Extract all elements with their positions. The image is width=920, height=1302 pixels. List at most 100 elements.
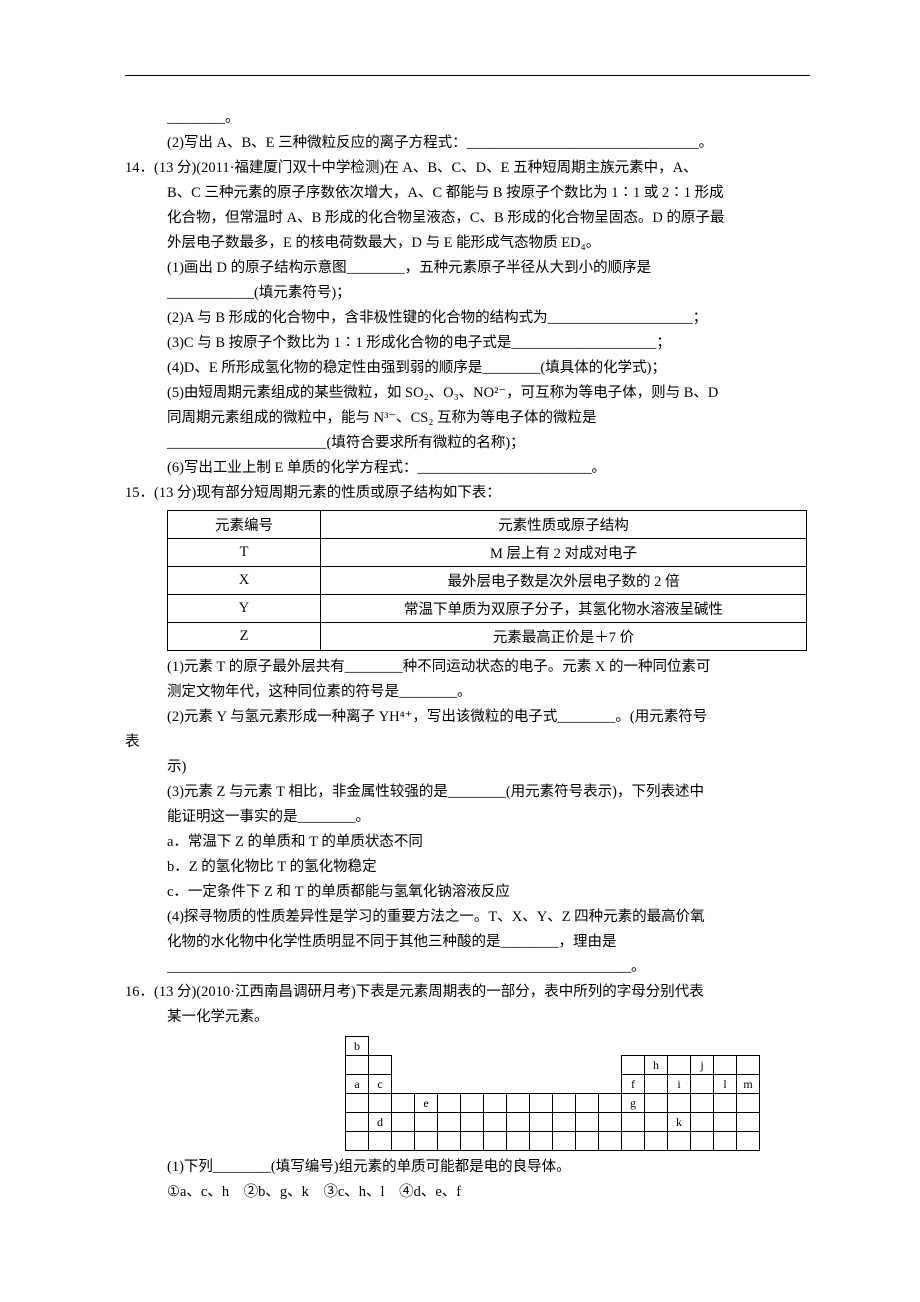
pt-cell: d xyxy=(369,1113,392,1132)
table-header: 元素性质或原子结构 xyxy=(321,511,807,539)
pt-cell: j xyxy=(691,1056,714,1075)
q14-p3: (3)C 与 B 按原子个数比为 1∶1 形成化合物的电子式是_________… xyxy=(125,331,810,356)
q15-p1b: 测定文物年代，这种同位素的符号是________。 xyxy=(125,680,810,705)
pt-cell xyxy=(714,1094,737,1113)
pt-cell xyxy=(576,1132,599,1151)
pt-cell xyxy=(553,1037,576,1056)
pt-cell xyxy=(645,1075,668,1094)
pt-cell: a xyxy=(346,1075,369,1094)
pt-cell xyxy=(507,1132,530,1151)
pt-cell xyxy=(392,1113,415,1132)
pt-cell xyxy=(507,1037,530,1056)
pt-cell xyxy=(599,1094,622,1113)
pt-cell xyxy=(714,1132,737,1151)
pt-cell: f xyxy=(622,1075,645,1094)
pt-cell xyxy=(484,1056,507,1075)
pt-cell xyxy=(415,1075,438,1094)
pt-cell xyxy=(622,1056,645,1075)
top-rule xyxy=(125,75,810,76)
pt-cell xyxy=(438,1037,461,1056)
q14-p5c: ______________________(填符合要求所有微粒的名称)； xyxy=(125,431,810,456)
q15-p3e: c．一定条件下 Z 和 T 的单质都能与氢氧化钠溶液反应 xyxy=(125,880,810,905)
pt-cell xyxy=(737,1132,760,1151)
pt-cell xyxy=(668,1132,691,1151)
pt-cell xyxy=(415,1113,438,1132)
pt-cell xyxy=(691,1113,714,1132)
table-cell: 元素最高正价是＋7 价 xyxy=(321,623,807,651)
pt-row xyxy=(346,1132,760,1151)
pt-cell xyxy=(346,1094,369,1113)
pt-cell xyxy=(461,1094,484,1113)
table-row: X 最外层电子数是次外层电子数的 2 倍 xyxy=(168,567,807,595)
pt-cell xyxy=(599,1132,622,1151)
pt-row: dk xyxy=(346,1113,760,1132)
pt-cell: b xyxy=(346,1037,369,1056)
q15-p1a: (1)元素 T 的原子最外层共有________种不同运动状态的电子。元素 X … xyxy=(125,655,810,680)
table-cell: 最外层电子数是次外层电子数的 2 倍 xyxy=(321,567,807,595)
pt-cell xyxy=(484,1132,507,1151)
pt-cell xyxy=(668,1094,691,1113)
pt-cell xyxy=(530,1056,553,1075)
pt-cell xyxy=(369,1056,392,1075)
q15-p4b: 化物的水化物中化学性质明显不同于其他三种酸的是________，理由是 xyxy=(125,930,810,955)
q16-p1: (1)下列________(填写编号)组元素的单质可能都是电的良导体。 xyxy=(125,1155,810,1180)
pt-cell xyxy=(599,1075,622,1094)
pt-cell xyxy=(507,1094,530,1113)
pt-cell xyxy=(369,1037,392,1056)
pt-cell xyxy=(438,1094,461,1113)
q14-p6: (6)写出工业上制 E 单质的化学方程式：___________________… xyxy=(125,456,810,481)
pt-cell xyxy=(622,1037,645,1056)
q14-p2: (2)A 与 B 形成的化合物中，含非极性键的化合物的结构式为_________… xyxy=(125,306,810,331)
table-cell: X xyxy=(168,567,321,595)
table-row: Z 元素最高正价是＋7 价 xyxy=(168,623,807,651)
pt-cell xyxy=(691,1075,714,1094)
q14-p5b: 同周期元素组成的微粒中，能与 N³⁻、CS₂ 互称为等电子体的微粒是 xyxy=(125,406,810,431)
q15-p3d: b．Z 的氢化物比 T 的氢化物稳定 xyxy=(125,855,810,880)
table-cell: Z xyxy=(168,623,321,651)
pt-cell xyxy=(645,1094,668,1113)
pt-cell xyxy=(461,1056,484,1075)
pt-cell: e xyxy=(415,1094,438,1113)
pt-cell: m xyxy=(737,1075,760,1094)
pt-cell: g xyxy=(622,1094,645,1113)
q15-head: 15．(13 分)现有部分短周期元素的性质或原子结构如下表： xyxy=(125,481,810,506)
pt-cell xyxy=(645,1132,668,1151)
pt-cell: i xyxy=(668,1075,691,1094)
pt-cell xyxy=(438,1056,461,1075)
q15-p3a: (3)元素 Z 与元素 T 相比，非金属性较强的是________(用元素符号表… xyxy=(125,780,810,805)
pt-cell xyxy=(415,1056,438,1075)
table-cell: 常温下单质为双原子分子，其氢化物水溶液呈碱性 xyxy=(321,595,807,623)
pt-cell xyxy=(530,1132,553,1151)
pt-cell xyxy=(507,1056,530,1075)
pt-cell xyxy=(576,1113,599,1132)
pt-cell xyxy=(346,1056,369,1075)
pt-cell xyxy=(599,1113,622,1132)
pt-cell xyxy=(668,1037,691,1056)
pt-cell xyxy=(461,1075,484,1094)
q16-head: 16．(13 分)(2010·江西南昌调研月考)下表是元素周期表的一部分，表中所… xyxy=(125,980,810,1005)
q14-p1a: (1)画出 D 的原子结构示意图________，五种元素原子半径从大到小的顺序… xyxy=(125,256,810,281)
pt-cell xyxy=(346,1132,369,1151)
pt-cell xyxy=(691,1094,714,1113)
pt-cell xyxy=(553,1056,576,1075)
pt-cell: k xyxy=(668,1113,691,1132)
pt-cell xyxy=(461,1113,484,1132)
pt-cell xyxy=(369,1132,392,1151)
table-row: T M 层上有 2 对成对电子 xyxy=(168,539,807,567)
q15-p4c: ________________________________________… xyxy=(125,955,810,980)
pt-cell xyxy=(392,1094,415,1113)
pt-cell xyxy=(507,1075,530,1094)
pt-cell xyxy=(576,1094,599,1113)
pt-cell xyxy=(484,1094,507,1113)
q14-p5a: (5)由短周期元素组成的某些微粒，如 SO₂、O₃、NO²⁻，可互称为等电子体，… xyxy=(125,381,810,406)
pt-cell xyxy=(576,1037,599,1056)
pt-cell xyxy=(622,1132,645,1151)
periodic-table: bhjacfilmegdk xyxy=(345,1036,760,1151)
q16-p1opts: ①a、c、h ②b、g、k ③c、h、l ④d、e、f xyxy=(125,1180,810,1205)
pt-cell xyxy=(461,1037,484,1056)
pt-cell xyxy=(507,1113,530,1132)
pt-cell xyxy=(645,1037,668,1056)
q15-p2b: 表 xyxy=(125,730,810,755)
q15-p3b: 能证明这一事实的是________。 xyxy=(125,805,810,830)
q16-l2: 某一化学元素。 xyxy=(125,1005,810,1030)
